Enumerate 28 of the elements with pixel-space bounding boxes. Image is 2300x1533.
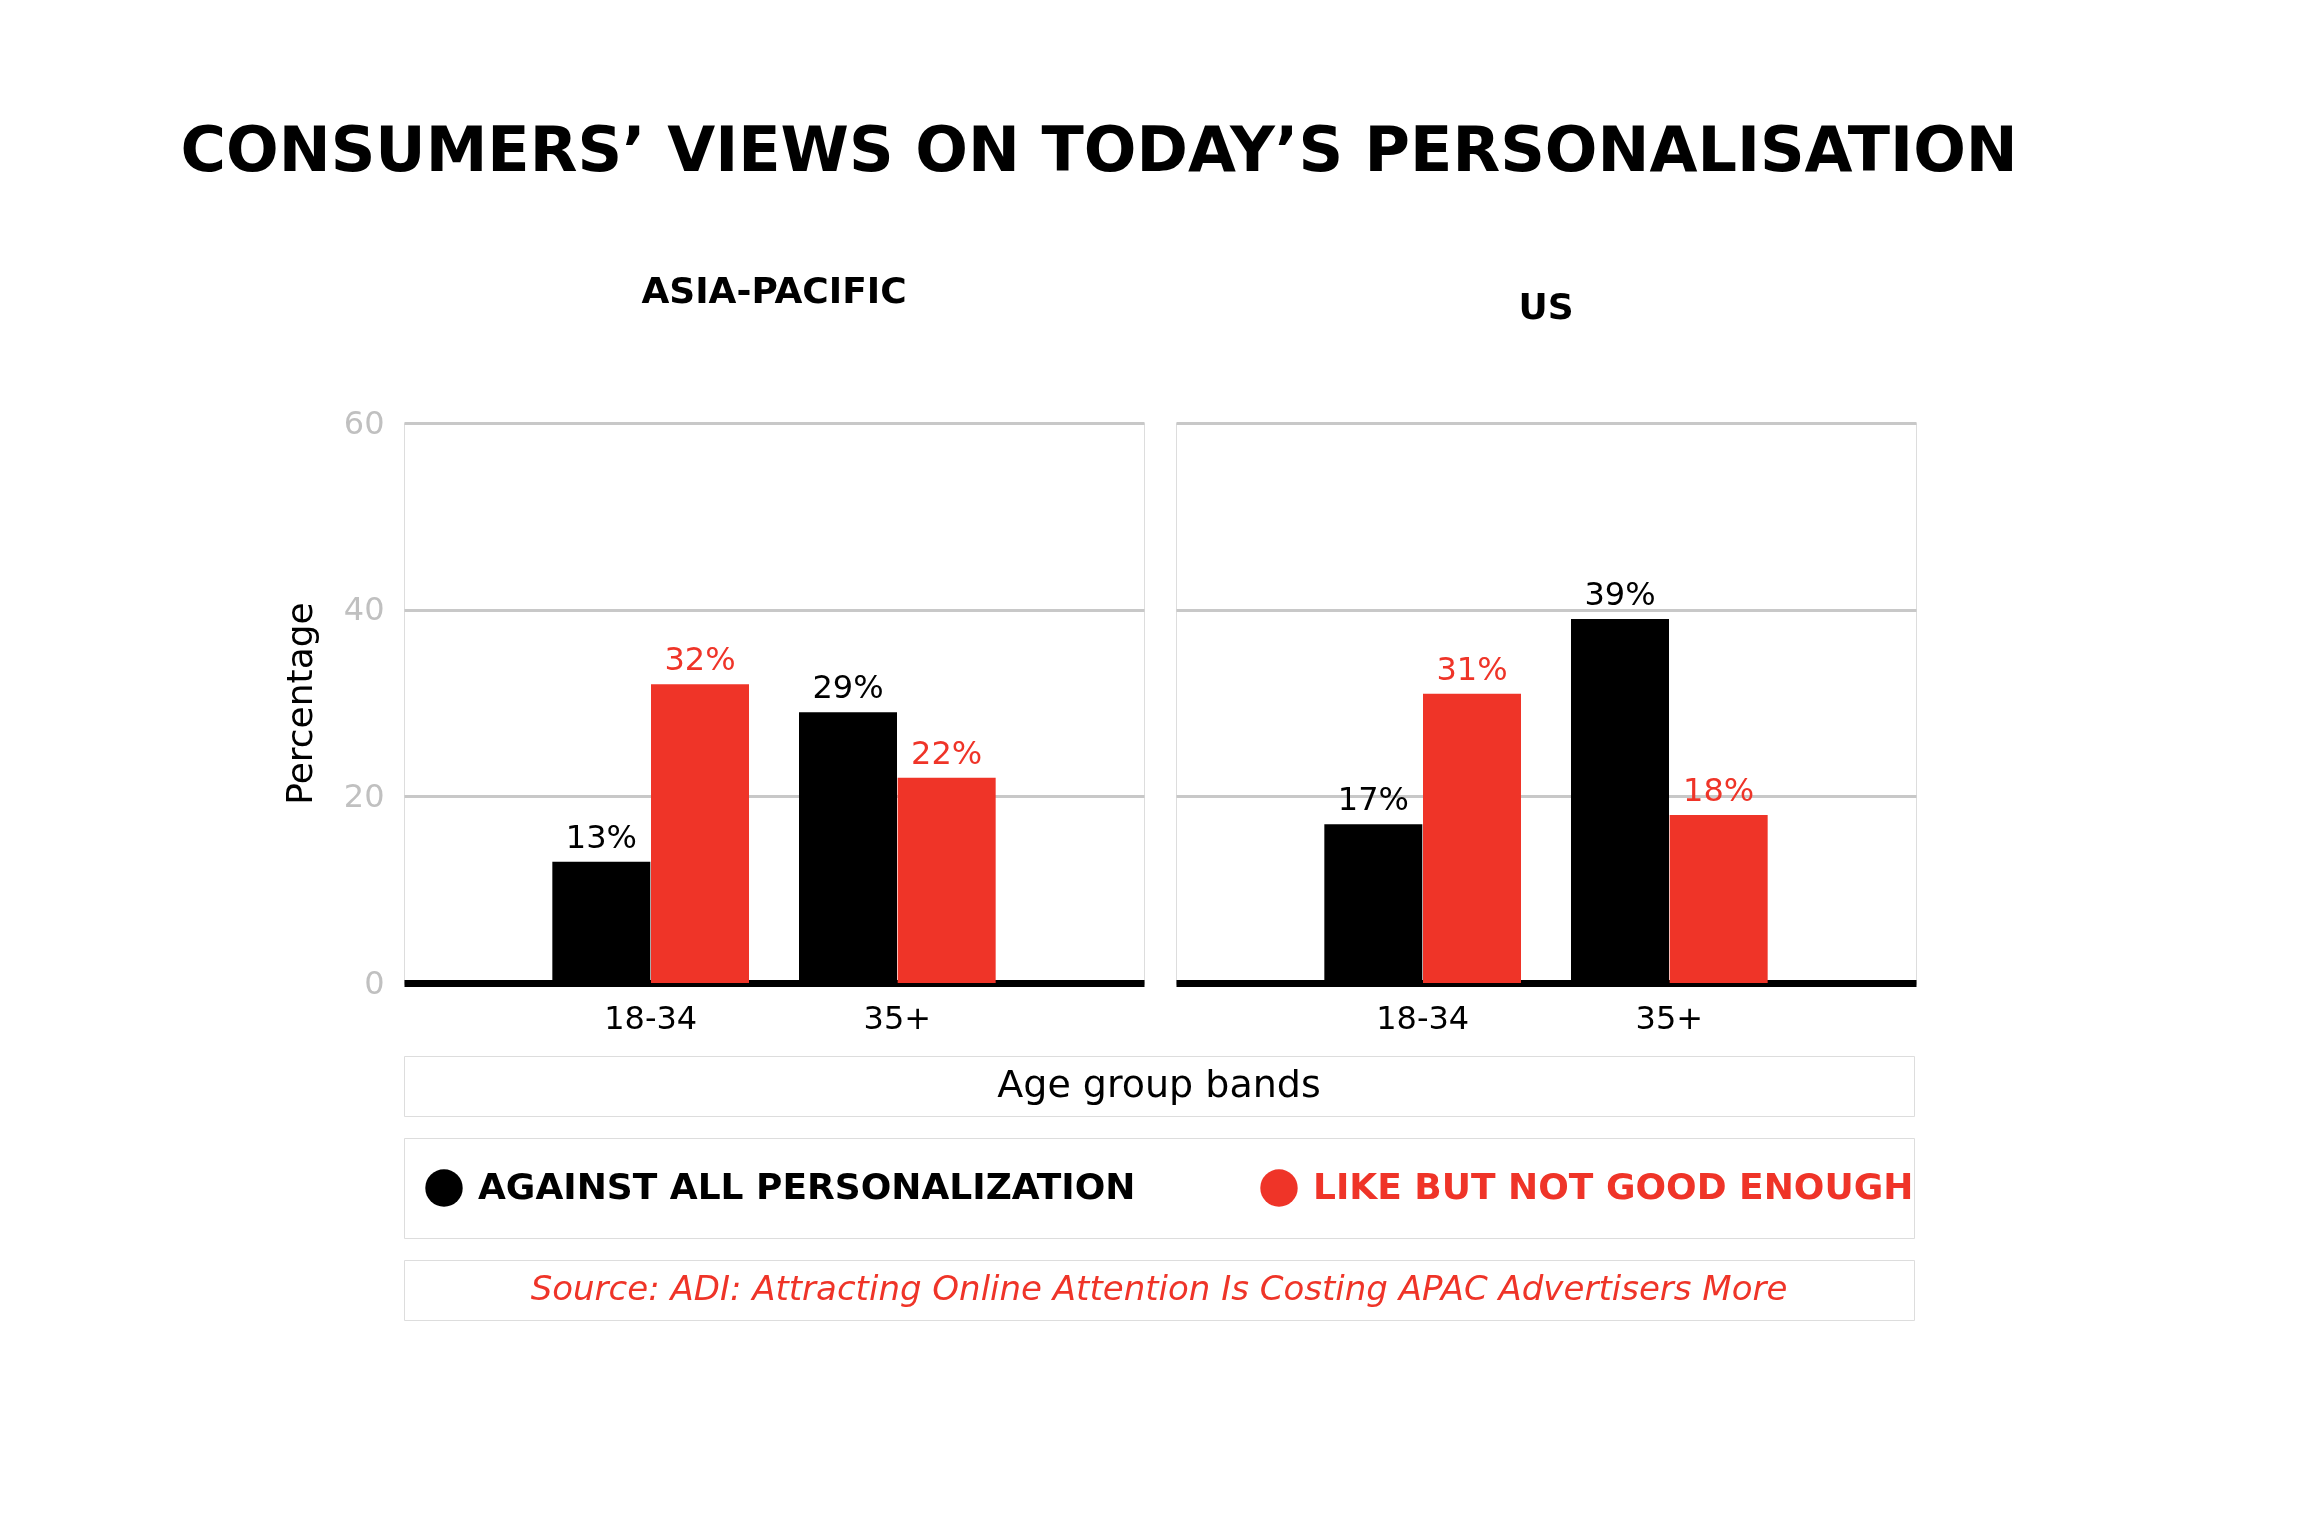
y-tick-label: 40 bbox=[343, 590, 385, 629]
data-label: 39% bbox=[1584, 575, 1656, 613]
data-label: 13% bbox=[565, 817, 637, 856]
y-tick-label: 0 bbox=[364, 963, 385, 1002]
data-label: 18% bbox=[1683, 771, 1755, 809]
chart-subtitle: US bbox=[1518, 286, 1574, 327]
source-note: Source: ADI: Attracting Online Attention Is Costing APAC Advertisers More bbox=[530, 1268, 1788, 1308]
y-tick-label: 20 bbox=[343, 776, 385, 815]
data-label: 22% bbox=[911, 733, 983, 772]
x-tick-label: 35+ bbox=[1635, 998, 1704, 1037]
legend-label: AGAINST ALL PERSONALIZATION bbox=[478, 1166, 1136, 1207]
bar bbox=[1423, 693, 1521, 983]
data-label: 17% bbox=[1337, 780, 1409, 819]
x-axis-title: Age group bands bbox=[997, 1062, 1321, 1106]
bar bbox=[1669, 815, 1768, 983]
chart-subtitle: ASIA-PACIFIC bbox=[641, 270, 907, 311]
chart-title: CONSUMERS’ VIEWS ON TODAY’S PERSONALISATION bbox=[180, 112, 2018, 186]
data-label: 32% bbox=[664, 640, 736, 679]
x-tick-label: 18-34 bbox=[1376, 998, 1470, 1037]
data-label: 31% bbox=[1436, 649, 1508, 688]
bar bbox=[897, 777, 996, 983]
y-tick-label: 60 bbox=[343, 403, 385, 442]
bar bbox=[651, 684, 749, 983]
data-label: 29% bbox=[812, 668, 884, 707]
x-tick-label: 35+ bbox=[863, 998, 932, 1037]
y-axis-title: Percentage bbox=[278, 602, 320, 805]
x-tick-label: 18-34 bbox=[604, 998, 698, 1037]
legend-label: LIKE BUT NOT GOOD ENOUGH bbox=[1313, 1166, 1914, 1207]
